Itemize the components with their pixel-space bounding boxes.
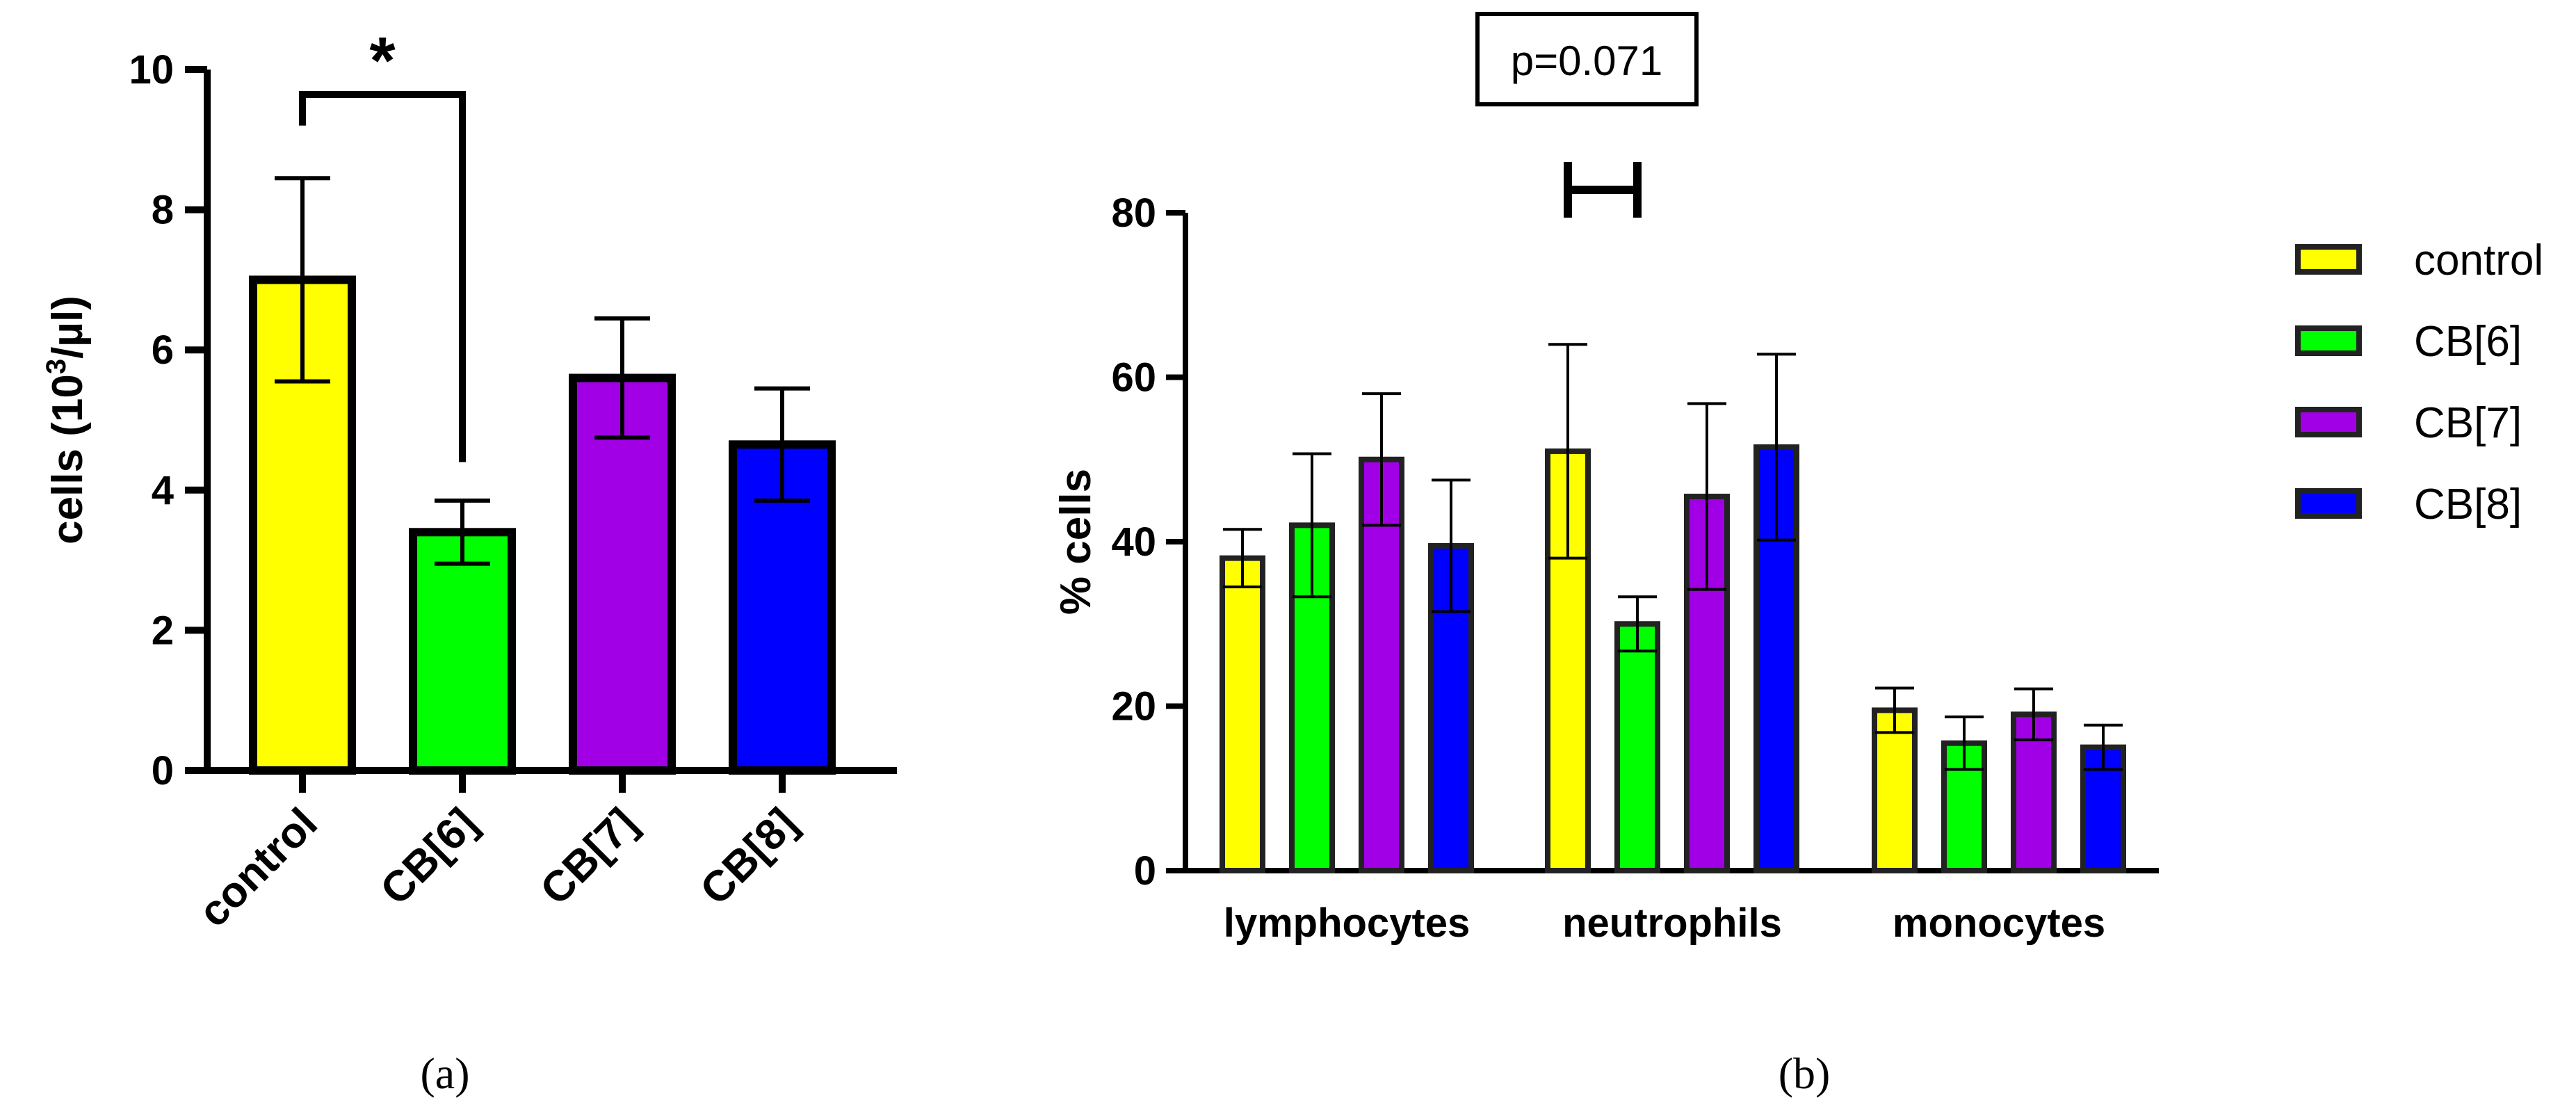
legend-swatch-cb-6: [2295, 325, 2362, 356]
error-bar-cb-7: [594, 316, 650, 440]
panel-label-a: (a): [420, 1049, 469, 1098]
y-axis-label-a: cells (103/µl): [41, 296, 92, 544]
legend-label-cb-7: CB[7]: [2414, 399, 2522, 447]
bar-neutrophils-cb-6: [1614, 621, 1660, 873]
x-tick-label-cb-6: CB[6]: [371, 799, 487, 914]
y-tick-label-b: 40: [1111, 519, 1156, 565]
p-value-text: p=0.071: [1511, 38, 1663, 84]
bar-lymphocytes-control: [1220, 555, 1265, 874]
error-bar-lymphocytes-cb-7: [1362, 392, 1401, 527]
y-tick-label-a: 10: [129, 47, 174, 92]
y-tick-label-b: 80: [1111, 191, 1156, 236]
error-bar-monocytes-cb-6: [1945, 715, 1984, 771]
p-value-box: [1475, 12, 1699, 106]
y-tick-label-a: 0: [152, 748, 174, 793]
error-bar-neutrophils-control: [1548, 343, 1587, 560]
legend-swatch-cb-7: [2295, 407, 2362, 437]
legend-label-cb-8: CB[8]: [2414, 481, 2522, 528]
legend-label-cb-6: CB[6]: [2414, 318, 2522, 366]
error-bar-neutrophils-cb-8: [1757, 353, 1796, 542]
y-tick-label-b: 0: [1134, 848, 1156, 894]
error-bar-neutrophils-cb-6: [1618, 595, 1657, 653]
x-tick-label-cb-8: CB[8]: [691, 799, 807, 914]
error-bar-monocytes-cb-7: [2014, 687, 2053, 741]
y-axis-label-b: % cells: [1052, 469, 1100, 615]
error-bar-neutrophils-cb-7: [1687, 402, 1726, 591]
x-tick-label-control: control: [190, 799, 327, 936]
x-tick-label-monocytes: monocytes: [1893, 901, 2105, 946]
y-tick-label-a: 6: [152, 328, 174, 373]
y-tick-label-b: 60: [1111, 355, 1156, 401]
x-tick-label-neutrophils: neutrophils: [1562, 901, 1782, 946]
y-tick-label-a: 8: [152, 188, 174, 233]
error-bar-lymphocytes-cb-8: [1432, 478, 1471, 613]
y-tick-label-a: 2: [152, 608, 174, 653]
legend-swatch-cb-8: [2295, 488, 2362, 519]
error-bar-lymphocytes-control: [1223, 528, 1262, 589]
error-bar-monocytes-cb-8: [2084, 723, 2123, 771]
error-bar-monocytes-control: [1875, 686, 1914, 734]
x-tick-label-cb-7: CB[7]: [531, 799, 647, 914]
legend-label-control: control: [2414, 236, 2543, 284]
y-tick-label-a: 4: [152, 468, 174, 513]
error-bar-control: [275, 176, 330, 384]
error-bar-cb-6: [435, 498, 490, 566]
y-tick-label-b: 20: [1111, 684, 1156, 729]
p-value-bracket: [1564, 162, 1642, 218]
panel-b-grouped-bar-chart: 0 20 40 60 80 % cells lymphocytes neutrophils mo…: [1052, 12, 2543, 946]
significance-bracket: [299, 91, 466, 462]
x-tick-label-lymphocytes: lymphocytes: [1224, 901, 1471, 946]
error-bar-cb-8: [754, 386, 810, 503]
panel-label-b: (b): [1779, 1049, 1831, 1098]
legend-swatch-control: [2295, 244, 2362, 275]
panel-a-bar-chart: 0 2 4 6 8 10 cells (103/µl) control CB[6] CB[7] CB…: [41, 24, 897, 936]
bar-monocytes-control: [1872, 707, 1918, 873]
bar-cb-6: [409, 528, 516, 775]
error-bar-lymphocytes-cb-6: [1293, 452, 1331, 599]
significance-star: *: [369, 24, 396, 98]
